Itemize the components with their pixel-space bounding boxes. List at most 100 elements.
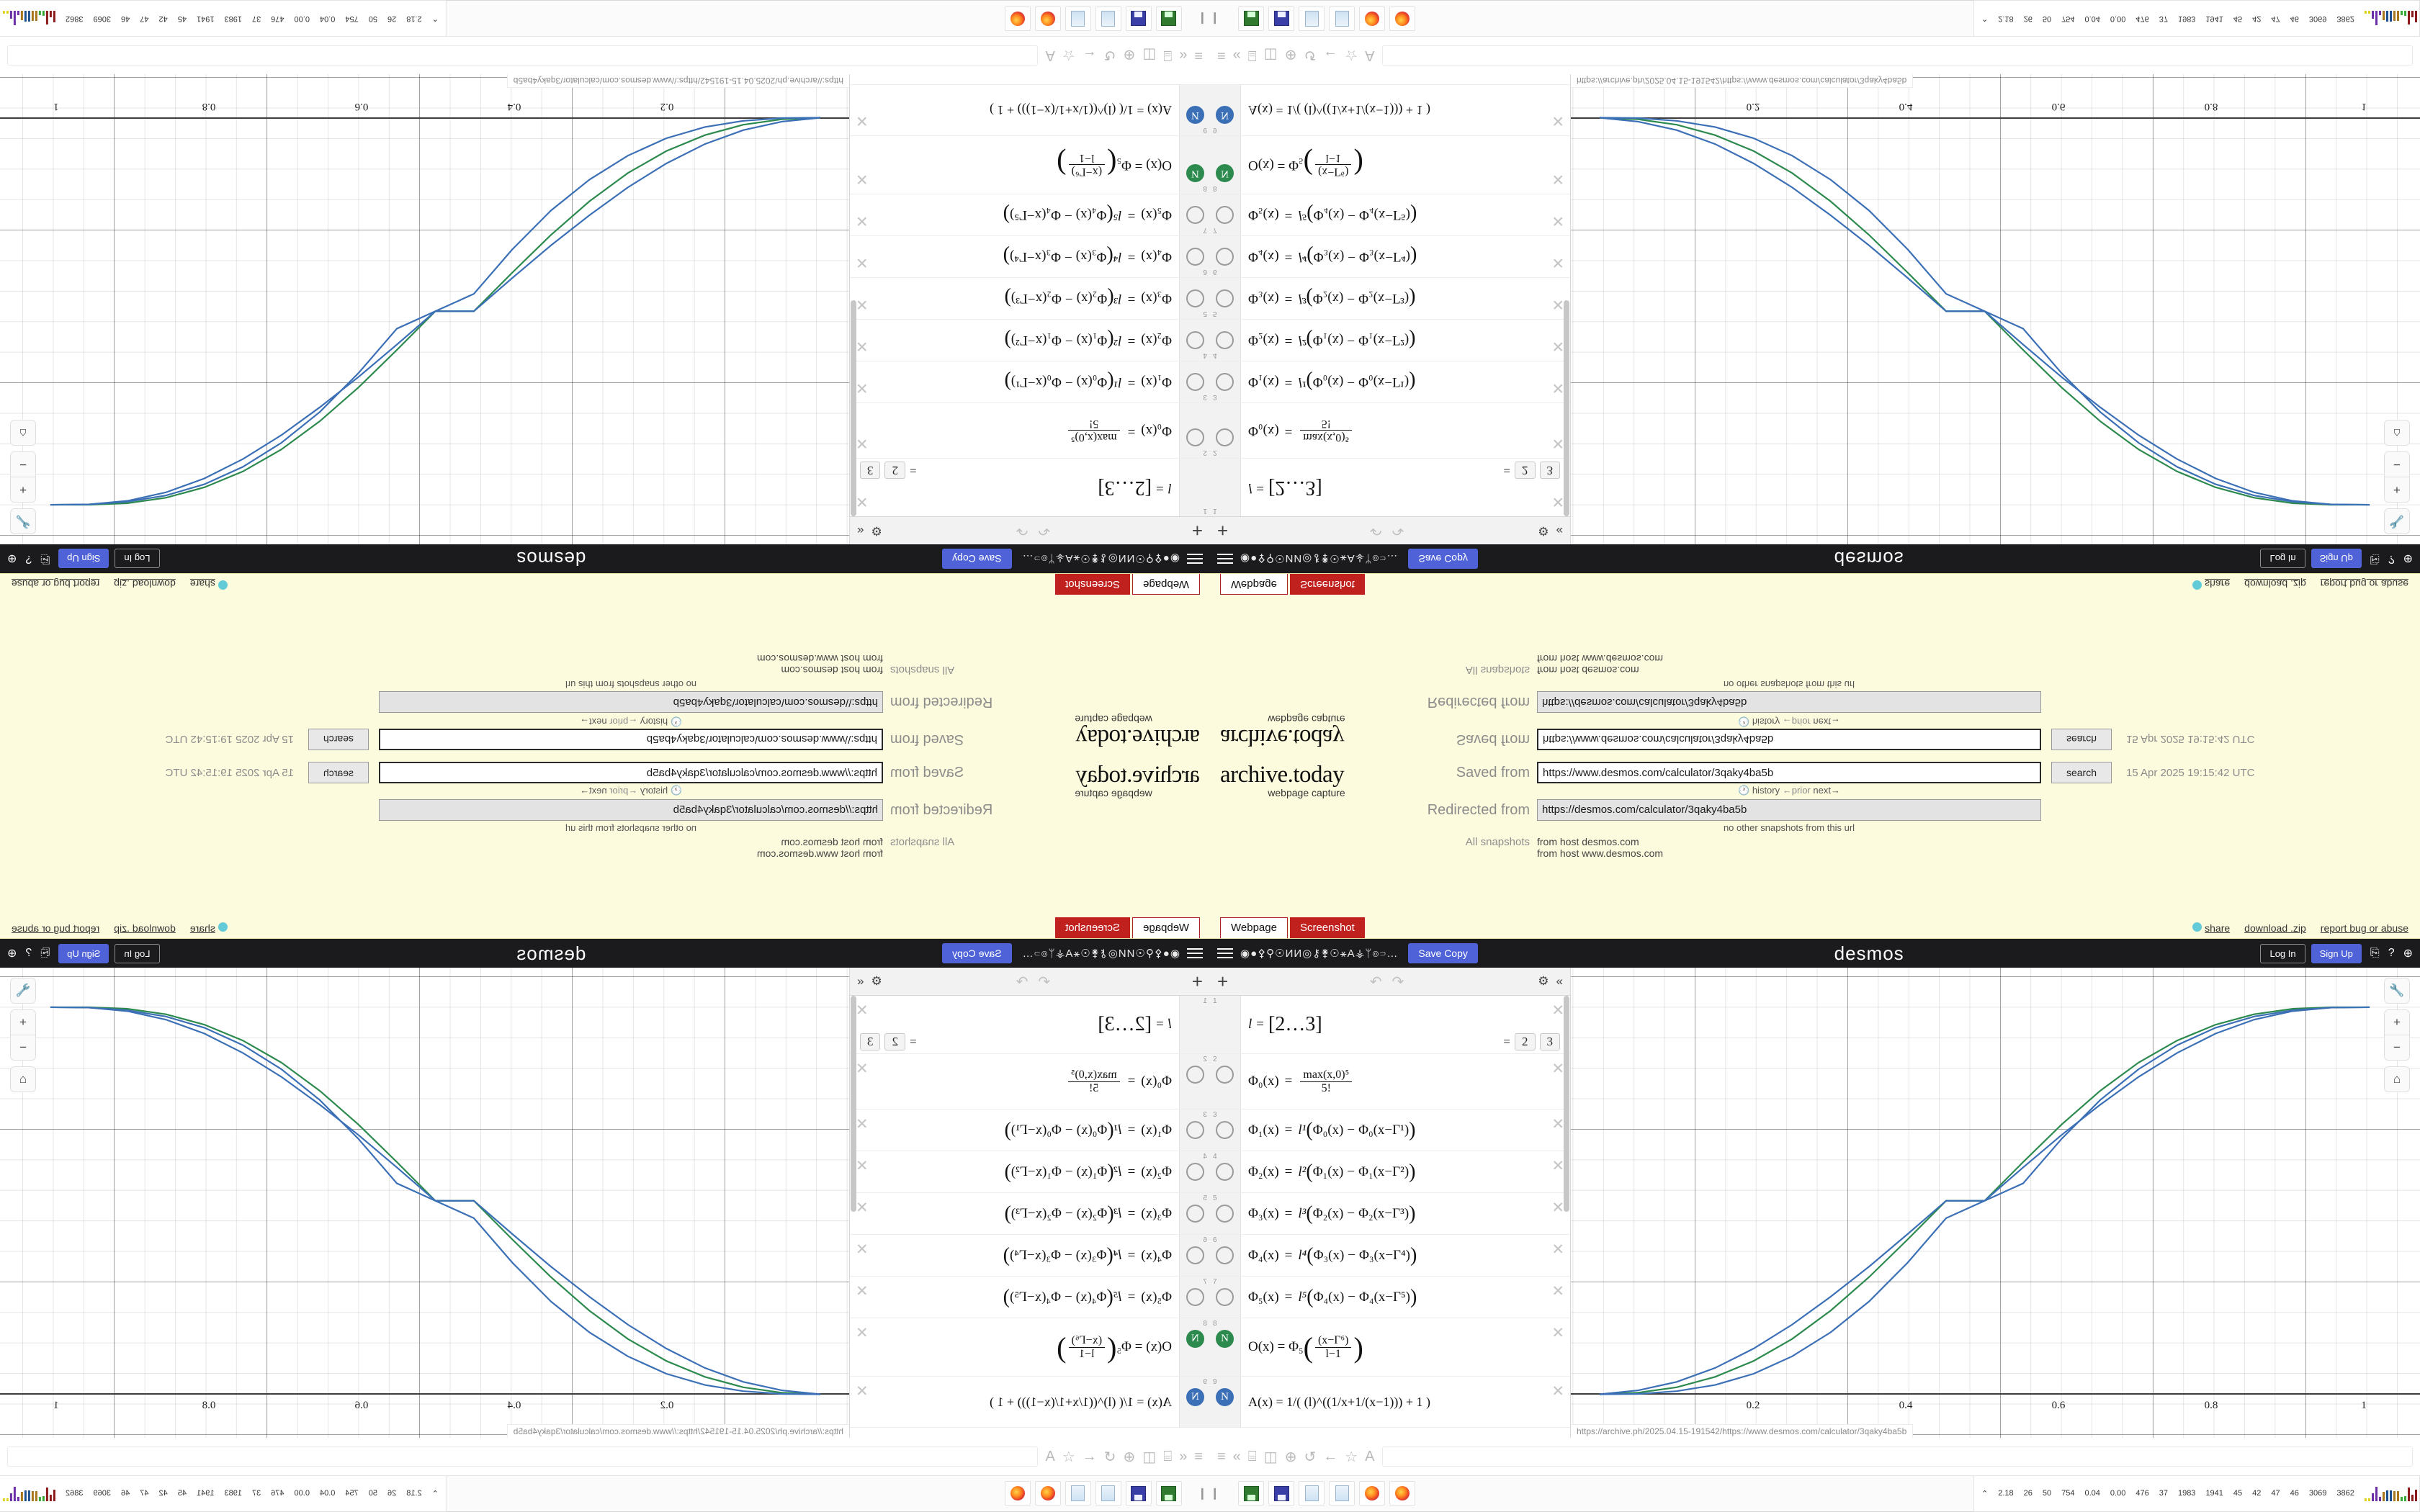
- next-link[interactable]: next→: [580, 716, 607, 727]
- settings-gear-icon[interactable]: ⚙: [1538, 974, 1549, 989]
- plot-toggle[interactable]: [1186, 1205, 1204, 1223]
- delete-expression-icon[interactable]: ✕: [1551, 1060, 1564, 1078]
- menu-icon[interactable]: ≡: [1217, 1448, 1226, 1464]
- expression-row[interactable]: 6 ✕ Φ₄(x) = l⁴ (Φ₃(x) − Φ₃(x−Γ⁴)): [1210, 235, 1570, 277]
- firefox-icon[interactable]: [1359, 1481, 1386, 1506]
- saved-from-input[interactable]: https://www.desmos.com/calculator/3qaky4…: [1537, 762, 2041, 783]
- download-zip-link[interactable]: download .zip: [114, 922, 176, 935]
- delete-expression-icon[interactable]: ✕: [856, 253, 869, 271]
- graph-panel[interactable]: 0.2 0.4 0.6 0.8 1 🔧 + − ⌂: [0, 73, 849, 544]
- delete-expression-icon[interactable]: ✕: [1551, 253, 1564, 271]
- wrench-icon[interactable]: 🔧: [10, 508, 36, 534]
- firefox-icon[interactable]: [1389, 6, 1416, 31]
- reload-icon[interactable]: ↺: [1304, 1449, 1317, 1465]
- reload-icon[interactable]: ↺: [1103, 1449, 1116, 1465]
- plot-toggle-active[interactable]: [1216, 1388, 1234, 1407]
- history-link[interactable]: history: [640, 716, 668, 727]
- history-nav[interactable]: 🕐 history ←prior next→: [1537, 785, 2041, 796]
- expression-row[interactable]: 7 ✕ Φ₅(x) = l⁵ (Φ₄(x) − Φ₄(x−Γ⁵)): [1210, 1277, 1570, 1319]
- expression-row[interactable]: 6 ✕ Φ₄(x) = l⁴ (Φ₃(x) − Φ₃(x−Γ⁴)): [1210, 1235, 1570, 1277]
- slider-value[interactable]: 3: [1539, 1033, 1560, 1051]
- expression-list[interactable]: 1 ✕ l = [2…3] = 2 3: [1210, 74, 1570, 516]
- delete-expression-icon[interactable]: ✕: [1551, 1002, 1564, 1020]
- slider-value[interactable]: 2: [1515, 461, 1536, 479]
- expression-row[interactable]: 2 ✕ Φ₀(x) = max(x,0)⁵ 5!: [850, 402, 1210, 458]
- plot-toggle[interactable]: [1186, 428, 1204, 446]
- expression-row[interactable]: 8 ✕ O(x) = Φ₅ ( (x−Γ⁶) l−1 ): [850, 1318, 1210, 1377]
- delete-expression-icon[interactable]: ✕: [856, 1002, 869, 1020]
- graph-tools[interactable]: 🔧 + − ⌂: [2384, 978, 2410, 1093]
- star-icon[interactable]: ☆: [1062, 47, 1075, 63]
- reader-icon[interactable]: ◫: [1263, 47, 1278, 63]
- save-copy-button[interactable]: Save Copy: [1408, 943, 1478, 964]
- collapse-caret-icon[interactable]: ⌃: [431, 1489, 439, 1498]
- tab-webpage[interactable]: Webpage: [1220, 917, 1288, 939]
- zoom-in-icon[interactable]: +: [2385, 1010, 2409, 1035]
- next-link[interactable]: next→: [1813, 716, 1840, 727]
- expression-row[interactable]: 7 ✕ Φ₅(x) = l⁵ (Φ₄(x) − Φ₄(x−Γ⁵)): [1210, 193, 1570, 235]
- plot-toggle-active[interactable]: [1216, 163, 1234, 182]
- help-icon[interactable]: ?: [2388, 552, 2395, 565]
- floppy-blue-icon[interactable]: [1125, 1481, 1152, 1506]
- archive-actions[interactable]: share download .zip report bug or abuse: [2192, 578, 2408, 590]
- expression-row[interactable]: 9 ✕ A(x) = 1/( (l)^((1/x+1/(x−1))) + 1 ): [1210, 84, 1570, 135]
- floppy-blue-icon[interactable]: [1125, 6, 1152, 31]
- back-icon[interactable]: «: [1232, 48, 1241, 64]
- star-icon[interactable]: ☆: [1062, 1449, 1075, 1465]
- redo-icon[interactable]: ↷: [1005, 973, 1028, 990]
- undo-icon[interactable]: ↶: [1369, 522, 1392, 539]
- firefox-icon[interactable]: [1359, 6, 1386, 31]
- tab-webpage[interactable]: Webpage: [1132, 573, 1200, 595]
- taskbar-items-top[interactable]: ❙❙: [1004, 6, 1416, 31]
- add-expression-button[interactable]: +: [1191, 520, 1203, 542]
- report-bug-link[interactable]: report bug or abuse: [2320, 577, 2408, 590]
- arrow-left-icon[interactable]: ←: [1082, 48, 1097, 64]
- saved-from-input[interactable]: https://www.desmos.com/calculator/3qaky4…: [1537, 729, 2041, 750]
- share-link[interactable]: share: [190, 922, 228, 934]
- expression-row[interactable]: 6 ✕ Φ₄(x) = l⁴ (Φ₃(x) − Φ₃(x−Γ⁴)): [850, 235, 1210, 277]
- home-icon[interactable]: ⌂: [2384, 419, 2410, 446]
- slider-values[interactable]: = 2 3: [860, 1033, 917, 1051]
- history-link[interactable]: history: [640, 785, 668, 796]
- report-bug-link[interactable]: report bug or abuse: [2320, 922, 2408, 935]
- zoom-out-icon[interactable]: −: [2385, 1035, 2409, 1061]
- expression-row[interactable]: 2 ✕ Φ₀(x) = max(x,0)⁵ 5!: [1210, 1054, 1570, 1110]
- tab-webpage[interactable]: Webpage: [1132, 917, 1200, 939]
- collapse-panel-icon[interactable]: «: [1556, 523, 1563, 538]
- expression-row[interactable]: 3 ✕ Φ₁(x) = l¹ (Φ₀(x) − Φ₀(x−Γ¹)): [1210, 360, 1570, 402]
- notepad-icon[interactable]: [1329, 6, 1355, 31]
- notepad-icon[interactable]: [1329, 1481, 1355, 1506]
- browser-toolbar[interactable]: ≡ « ⌸ ◫ ⊕ ↺ ← ☆ A: [0, 36, 1210, 74]
- log-in-button[interactable]: Log In: [115, 943, 160, 963]
- sign-up-button[interactable]: Sign Up: [58, 943, 109, 963]
- redo-icon[interactable]: ↷: [1005, 522, 1028, 539]
- plot-toggle[interactable]: [1186, 1288, 1204, 1307]
- snapshot-host-row[interactable]: from host desmos.com: [781, 665, 883, 676]
- collapse-panel-icon[interactable]: «: [857, 523, 864, 538]
- firefox-icon[interactable]: [1004, 6, 1031, 31]
- plot-toggle-active[interactable]: [1216, 105, 1234, 124]
- download-zip-link[interactable]: download .zip: [2244, 922, 2306, 935]
- expression-row[interactable]: 6 ✕ Φ₄(x) = l⁴ (Φ₃(x) − Φ₃(x−Γ⁴)): [850, 1235, 1210, 1277]
- sign-up-button[interactable]: Sign Up: [2311, 943, 2362, 963]
- prior-link[interactable]: ←prior: [609, 785, 638, 796]
- reload-icon[interactable]: ↺: [1103, 47, 1116, 63]
- graph-panel[interactable]: 0.2 0.4 0.6 0.8 1 🔧 + − ⌂: [1571, 968, 2420, 1439]
- plot-toggle[interactable]: [1186, 1121, 1204, 1140]
- undo-icon[interactable]: ↶: [1028, 973, 1051, 990]
- download-zip-link[interactable]: download .zip: [2244, 577, 2306, 590]
- expression-list[interactable]: 1 ✕ l = [2…3] = 2 3: [1210, 996, 1570, 1438]
- add-expression-button[interactable]: +: [1217, 520, 1229, 542]
- delete-expression-icon[interactable]: ✕: [856, 170, 869, 188]
- expression-toolbar[interactable]: + ↶↷ ⚙ «: [850, 516, 1210, 544]
- floppy-blue-icon[interactable]: [1268, 6, 1295, 31]
- globe-icon[interactable]: ⊕: [2403, 948, 2413, 960]
- home-icon[interactable]: ⌂: [10, 419, 36, 446]
- plot-toggle[interactable]: [1186, 1246, 1204, 1265]
- expression-row[interactable]: 3 ✕ Φ₁(x) = l¹ (Φ₀(x) − Φ₀(x−Γ¹)): [850, 360, 1210, 402]
- expression-scrollbar[interactable]: [851, 996, 856, 1212]
- delete-expression-icon[interactable]: ✕: [856, 212, 869, 230]
- settings-gear-icon[interactable]: ⚙: [871, 974, 882, 989]
- translate-icon[interactable]: A: [1365, 1448, 1375, 1464]
- settings-gear-icon[interactable]: ⚙: [871, 523, 882, 538]
